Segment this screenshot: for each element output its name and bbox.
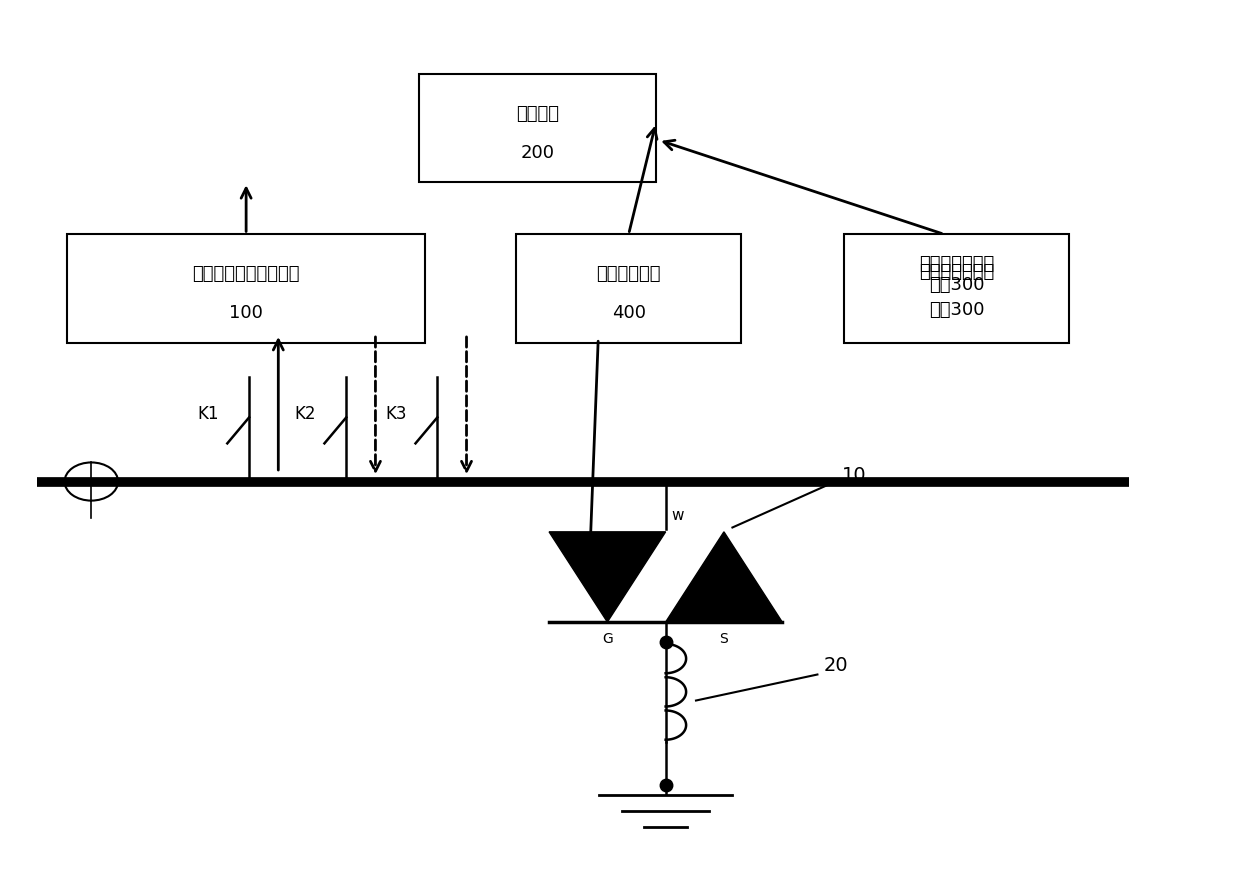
Text: 200: 200	[520, 144, 555, 162]
Text: G: G	[602, 633, 613, 646]
Text: 100: 100	[229, 304, 263, 322]
Text: 控制元件: 控制元件	[515, 105, 559, 123]
Text: 元件300: 元件300	[929, 301, 984, 319]
Polygon shape	[665, 532, 782, 622]
Polygon shape	[549, 532, 665, 622]
Text: 10: 10	[841, 466, 866, 485]
Text: K2: K2	[295, 404, 316, 423]
Text: 晶闸管状态获取
元件300: 晶闸管状态获取 元件300	[919, 255, 994, 294]
FancyBboxPatch shape	[67, 235, 425, 342]
Text: K1: K1	[197, 404, 219, 423]
Text: 晶闸管状态获取: 晶闸管状态获取	[919, 264, 994, 281]
FancyBboxPatch shape	[517, 235, 741, 342]
Text: K3: K3	[385, 404, 406, 423]
Text: S: S	[720, 633, 729, 646]
Text: 20: 20	[824, 657, 849, 675]
Text: w: w	[672, 508, 684, 523]
Text: 保护开关状态获取元件: 保护开关状态获取元件	[192, 266, 300, 283]
Text: 指令驱动元件: 指令驱动元件	[596, 266, 660, 283]
FancyBboxPatch shape	[419, 74, 655, 182]
FancyBboxPatch shape	[844, 235, 1069, 342]
Text: 400: 400	[612, 304, 646, 322]
